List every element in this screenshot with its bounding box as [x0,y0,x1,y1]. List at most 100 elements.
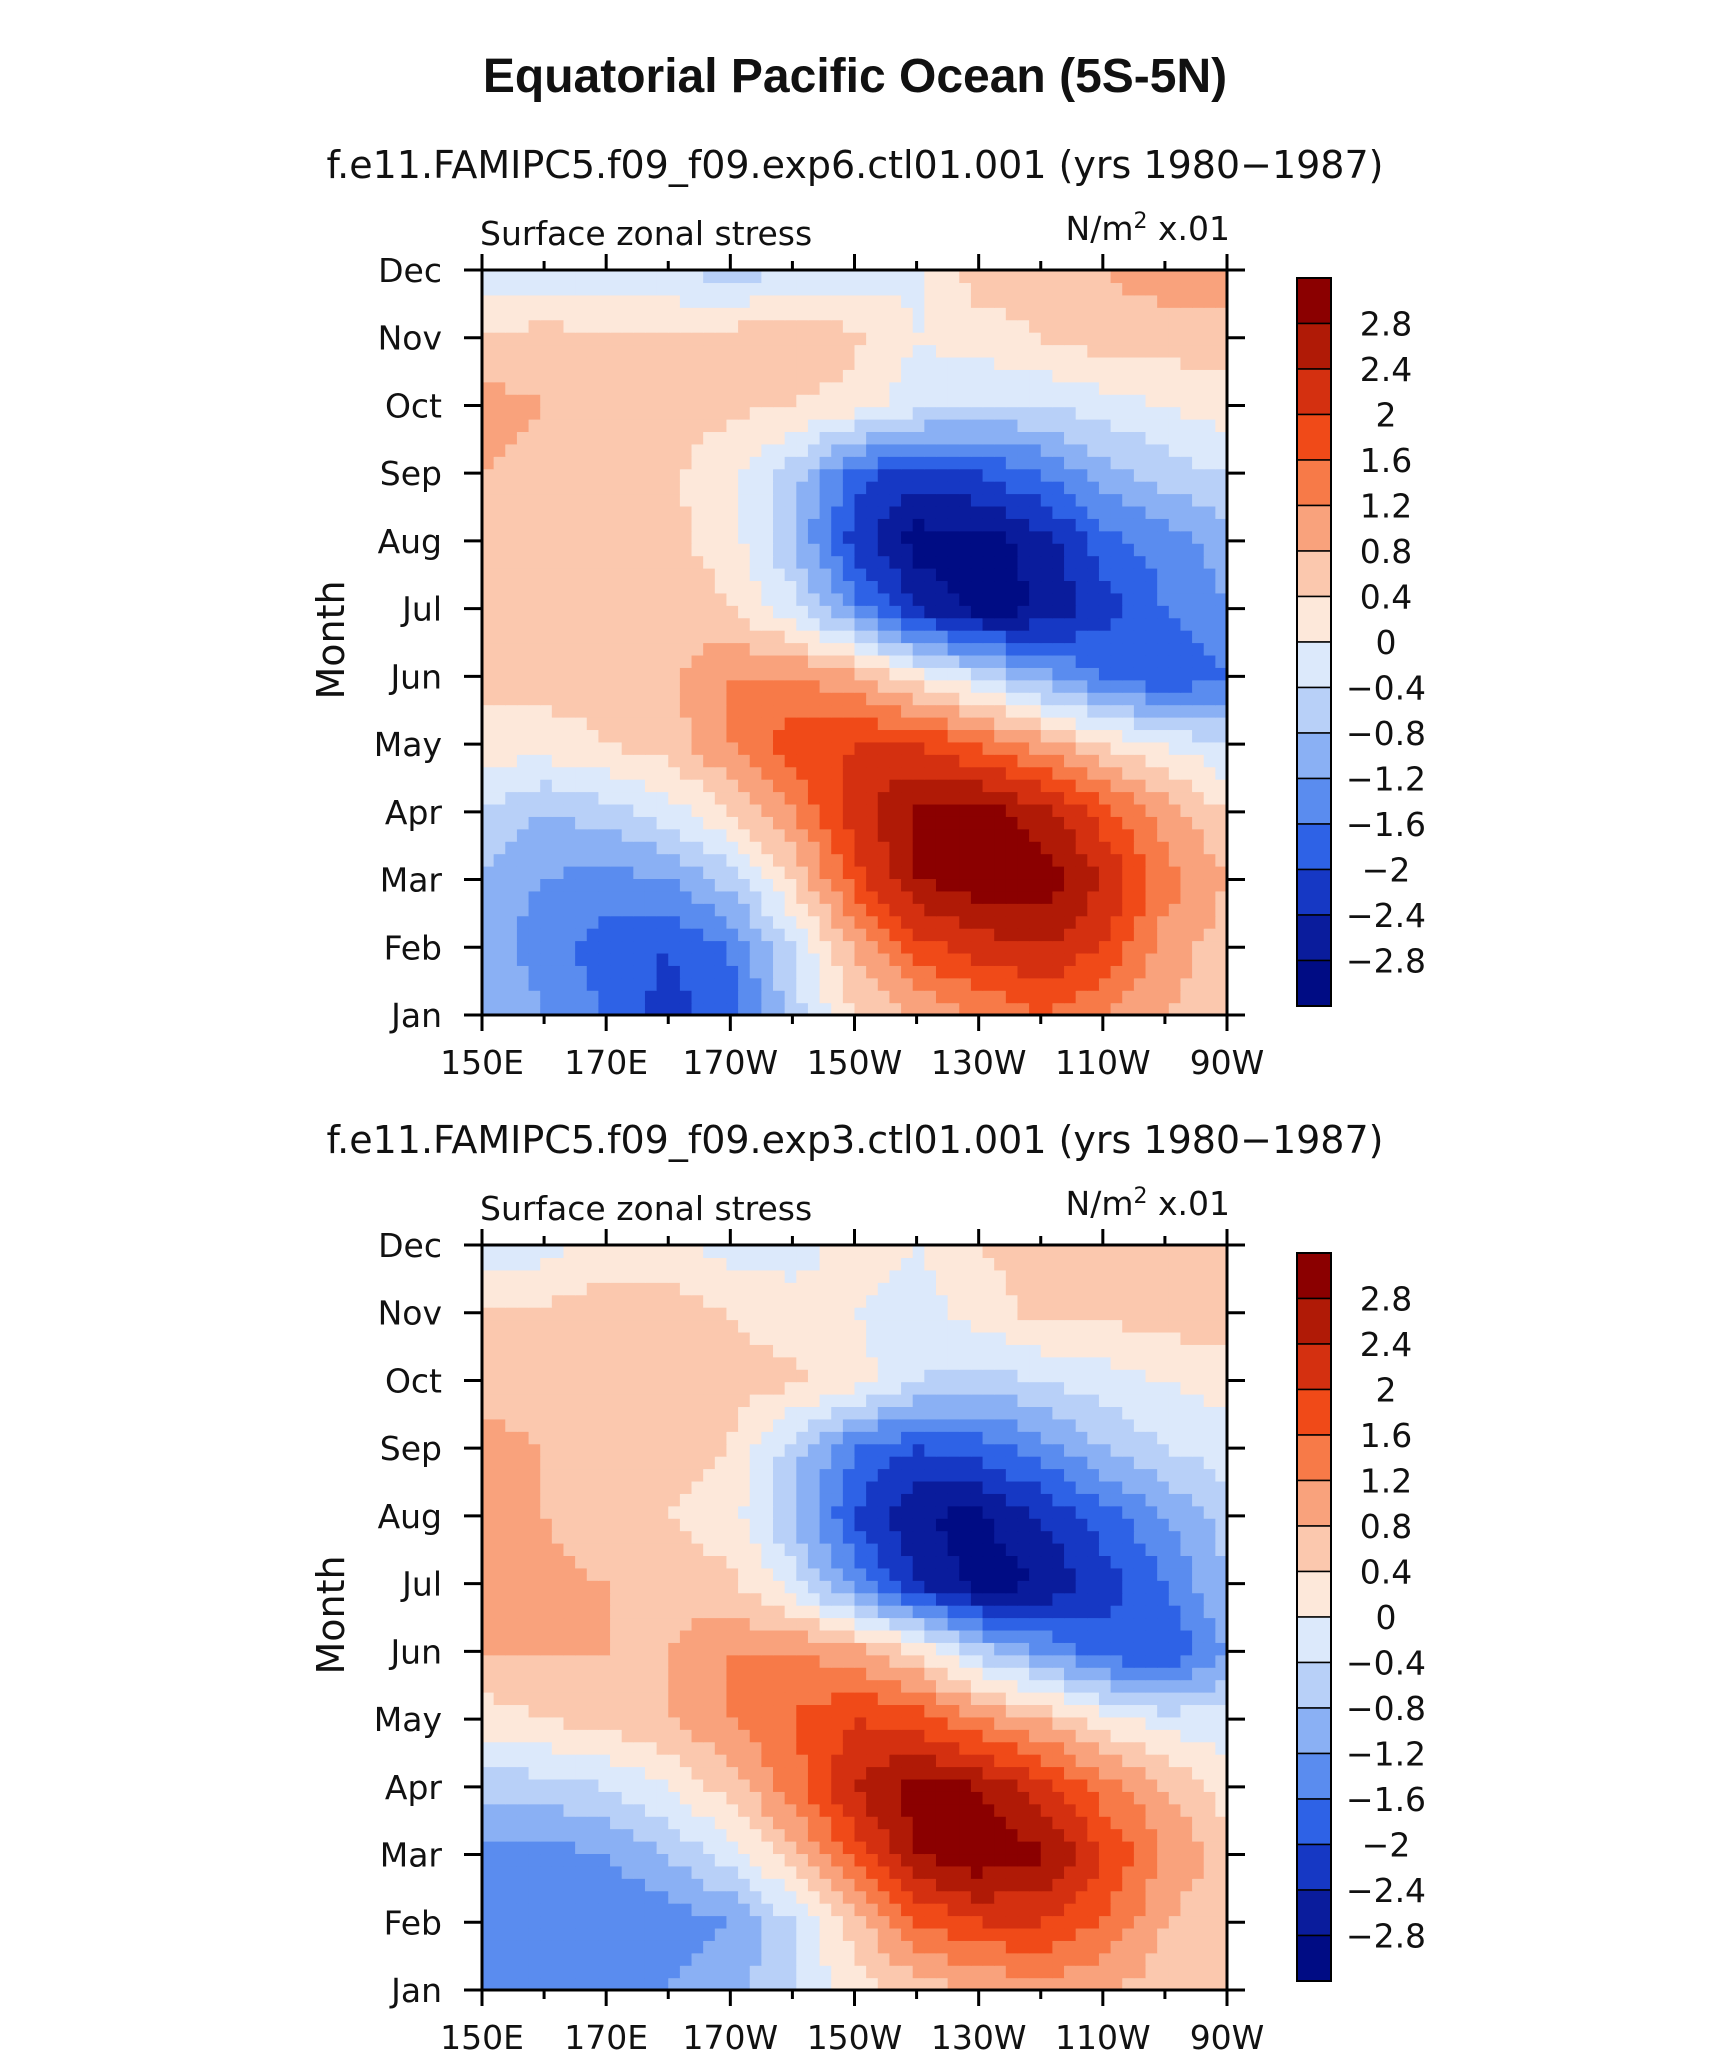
heatmap-cell [551,1965,565,1979]
heatmap-cell [738,1002,751,1016]
heatmap-cell [598,555,611,569]
heatmap-cell [1005,940,1019,954]
heatmap-cell [796,481,809,495]
heatmap-cell [1052,1940,1065,1954]
heatmap-cell [1029,456,1042,470]
heatmap-cell [505,381,518,395]
heatmap-cell [493,332,506,346]
heatmap-cell [877,853,891,867]
heatmap-cell [586,1890,600,1904]
heatmap-cell [796,990,809,1004]
heatmap-cell [1098,1841,1112,1855]
heatmap-cell [784,270,797,284]
heatmap-cell [761,741,774,755]
heatmap-cell [1122,990,1135,1004]
heatmap-cell [621,1841,634,1855]
heatmap-cell [842,1853,856,1867]
heatmap-cell [714,592,728,606]
heatmap-cell [819,990,832,1004]
heatmap-cell [726,990,739,1004]
heatmap-cell [679,717,693,731]
heatmap-cell [563,890,576,904]
heatmap-cell [796,704,809,718]
heatmap-cell [970,990,984,1004]
heatmap-cell [866,419,879,433]
heatmap-cell [831,1828,844,1842]
heatmap-cell [1133,456,1147,470]
heatmap-cell [877,1890,891,1904]
heatmap-cell [912,717,925,731]
heatmap-cell [982,729,995,743]
heatmap-cell [1203,1940,1216,1954]
heatmap-cell [1203,741,1216,755]
heatmap-cell [982,630,995,644]
heatmap-cell [586,580,600,594]
heatmap-cell [493,1865,506,1879]
heatmap-cell [831,729,844,743]
heatmap-cell [703,990,716,1004]
heatmap-cell [1005,605,1019,619]
heatmap-cell [505,282,518,296]
heatmap-cell [912,518,925,532]
heatmap-cell [691,977,704,991]
heatmap-cell [912,1002,925,1016]
heatmap-cell [1005,1915,1019,1929]
heatmap-cell [796,543,809,557]
heatmap-cell [912,1791,925,1805]
heatmap-cell [807,1791,821,1805]
heatmap-cell [714,1865,728,1879]
heatmap-cell [889,766,902,780]
heatmap-cell [563,1803,576,1817]
heatmap-cell [668,1965,681,1979]
heatmap-cell [854,1977,867,1991]
heatmap-cell [1052,605,1065,619]
heatmap-cell [633,1778,646,1792]
heatmap-cell [551,717,565,731]
heatmap-cell [1075,406,1088,420]
heatmap-cell [889,307,902,321]
heatmap-cell [1180,468,1193,482]
heatmap-cell [1017,580,1030,594]
heatmap-cell [1145,505,1158,519]
heatmap-cell [1029,1977,1042,1991]
heatmap-cell [1087,779,1100,793]
heatmap-cell [970,319,984,333]
heatmap-cell [819,443,832,457]
heatmap-cell [854,878,867,892]
heatmap-cell [947,468,960,482]
heatmap-cell [947,555,960,569]
heatmap-cell [586,1002,600,1016]
heatmap-cell [714,394,728,408]
heatmap-cell [1122,1915,1135,1929]
heatmap-cell [1052,580,1065,594]
heatmap-cell [1133,1940,1147,1954]
heatmap-cell [738,369,751,383]
heatmap-cell [994,270,1007,284]
heatmap-cell [679,965,693,979]
heatmap-cell [889,1841,902,1855]
heatmap-cell [959,940,972,954]
heatmap-cell [656,1828,669,1842]
heatmap-cell [912,1816,925,1830]
heatmap-cell [889,493,902,507]
heatmap-cell [516,592,530,606]
heatmap-cell [1180,915,1193,929]
heatmap-cell [586,940,600,954]
heatmap-cell [1215,617,1228,631]
heatmap-cell [912,1952,925,1966]
heatmap-cell [807,903,821,917]
heatmap-cell [1180,443,1193,457]
heatmap-cell [668,568,681,582]
heatmap-cell [901,1890,914,1904]
heatmap-cell [679,741,693,755]
heatmap-cell [598,406,611,420]
heatmap-cell [807,381,821,395]
heatmap-cell [877,1977,891,1991]
heatmap-cell [516,1940,530,1954]
heatmap-cell [1052,1865,1065,1879]
heatmap-cell [854,779,867,793]
heatmap-cell [796,717,809,731]
heatmap-cell [1110,543,1123,557]
heatmap-cell [633,332,646,346]
heatmap-cell [901,394,914,408]
